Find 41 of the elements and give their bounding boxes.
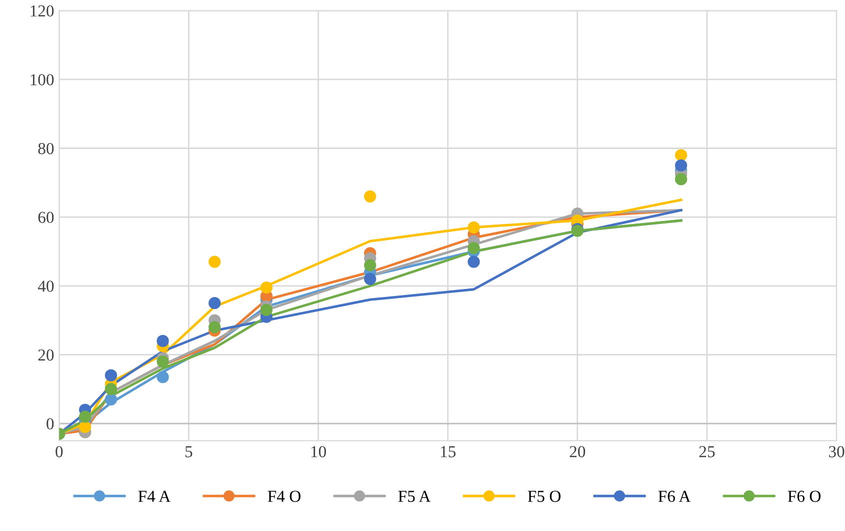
point [208,297,221,310]
y-tick-label: 60 [38,212,54,224]
x-tick-label: 5 [186,446,192,458]
x-tick-label: 30 [829,446,844,458]
point [364,259,376,272]
point [156,334,169,348]
point [104,393,118,406]
y-tick-label: 0 [46,418,54,430]
y-tick-label: 120 [30,5,54,17]
point [208,256,221,268]
point [468,221,480,234]
point [468,242,480,254]
point [468,256,480,268]
legend-label: F5 O [528,490,561,502]
y-tick-label: 20 [38,349,54,361]
legend-label: F6 A [658,490,691,502]
point [674,159,688,172]
x-tick-label: 15 [440,446,456,458]
x-tick-label: 0 [56,446,63,458]
y-tick-label: 100 [30,74,54,86]
point [364,272,376,286]
point [674,149,688,162]
point [260,304,273,316]
x-tick-label: 10 [311,446,326,458]
point [156,371,169,384]
legend-label: F5 A [398,490,431,502]
point [156,356,169,368]
point [78,410,92,423]
legend-label: F4 O [268,490,300,502]
point [104,369,118,382]
x-tick-label: 20 [570,446,586,458]
legend-label: F4 A [138,490,171,502]
point [364,190,376,202]
point [674,173,688,186]
point [78,420,92,434]
y-tick-label: 40 [38,280,54,292]
legend-label: F6 O [788,490,821,502]
point [208,321,221,334]
y-tick-label: 80 [38,142,54,154]
x-tick-label: 25 [699,446,715,458]
point [260,282,273,294]
